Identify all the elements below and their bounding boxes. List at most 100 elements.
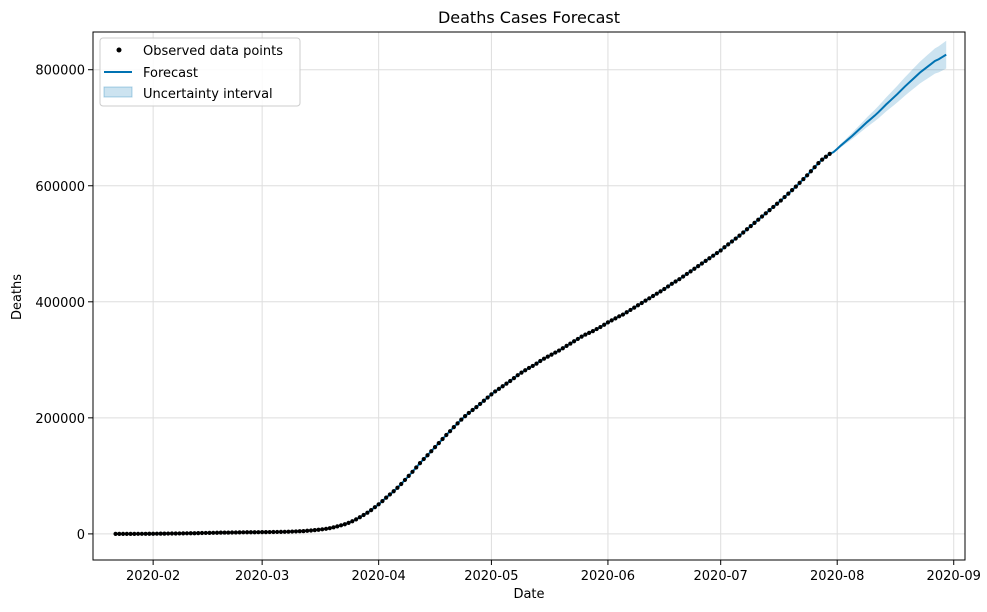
- observed-point: [778, 198, 783, 203]
- observed-point: [188, 531, 193, 536]
- y-tick-label: 400000: [35, 296, 85, 311]
- observed-point: [628, 307, 633, 313]
- observed-point: [440, 436, 445, 442]
- observed-point: [222, 530, 227, 535]
- observed-point: [278, 529, 284, 534]
- observed-point: [711, 253, 716, 258]
- observed-point: [665, 284, 671, 289]
- observed-point: [782, 194, 787, 200]
- observed-point: [132, 531, 137, 536]
- observed-point: [113, 531, 118, 536]
- observed-point: [688, 269, 693, 274]
- observed-point: [267, 529, 272, 535]
- observed-point: [786, 191, 791, 196]
- observed-point: [323, 526, 329, 531]
- observed-point: [192, 531, 197, 536]
- observed-point: [286, 529, 291, 534]
- observed-point: [500, 384, 505, 389]
- observed-point: [410, 469, 415, 474]
- observed-point: [429, 449, 434, 454]
- observed-point: [466, 410, 471, 416]
- observed-point: [305, 528, 310, 533]
- observed-point: [823, 154, 829, 159]
- observed-point: [308, 528, 314, 533]
- observed-point: [387, 492, 393, 497]
- observed-point: [120, 531, 126, 536]
- observed-point: [365, 510, 370, 515]
- observed-point: [669, 281, 674, 286]
- observed-point: [662, 286, 667, 292]
- observed-point: [718, 248, 723, 253]
- observed-point: [496, 386, 502, 391]
- observed-point: [508, 378, 513, 384]
- x-axis-ticks: 2020-02 2020-03 2020-04 2020-05 2020-06 2020-…: [126, 560, 981, 584]
- observed-point: [703, 258, 708, 263]
- observed-point: [376, 502, 381, 507]
- observed-point: [147, 531, 152, 536]
- observed-point: [331, 525, 336, 530]
- observed-point: [417, 461, 423, 466]
- observed-point: [519, 370, 524, 375]
- observed-point: [447, 429, 453, 434]
- observed-point: [767, 208, 772, 213]
- observed-point: [741, 230, 746, 235]
- observed-point: [827, 151, 832, 156]
- observed-point: [538, 358, 543, 364]
- observed-point: [485, 395, 490, 400]
- forecast-line: [115, 53, 947, 535]
- observed-point: [211, 530, 216, 535]
- observed-point: [237, 530, 242, 535]
- observed-point: [575, 336, 580, 342]
- observed-point: [128, 531, 133, 536]
- observed-point: [744, 227, 750, 232]
- observed-point: [523, 368, 528, 373]
- observed-point: [511, 376, 517, 381]
- observed-point: [342, 522, 347, 527]
- observed-point: [801, 176, 806, 182]
- observed-point: [177, 531, 182, 536]
- observed-point: [696, 264, 701, 269]
- grid-lines: [93, 32, 965, 560]
- observed-point: [154, 531, 159, 536]
- observed-point: [714, 250, 720, 256]
- observed-point: [583, 332, 588, 337]
- observed-point: [432, 445, 438, 450]
- observed-point: [541, 356, 547, 361]
- observed-point: [534, 361, 539, 366]
- observed-point: [560, 346, 565, 351]
- observed-point: [143, 531, 148, 536]
- observed-point: [737, 233, 742, 238]
- observed-point: [808, 169, 813, 174]
- observed-point: [654, 291, 659, 296]
- observed-point: [275, 529, 280, 535]
- observed-point: [229, 530, 235, 535]
- observed-point: [451, 425, 456, 430]
- observed-point: [136, 531, 141, 536]
- x-tick-label: 2020-09: [927, 569, 981, 584]
- observed-point: [609, 318, 614, 323]
- observed-point: [421, 456, 426, 462]
- y-tick-label: 600000: [35, 180, 85, 195]
- observed-point: [354, 517, 359, 522]
- observed-point: [553, 350, 558, 355]
- observed-point: [805, 173, 810, 178]
- observed-point: [173, 531, 178, 536]
- legend-observed-label: Observed data points: [143, 44, 283, 59]
- observed-point: [346, 520, 351, 525]
- observed-point: [335, 524, 340, 529]
- observed-point: [752, 220, 757, 225]
- observed-point: [316, 527, 321, 532]
- observed-point: [203, 530, 208, 536]
- observed-point: [455, 421, 460, 426]
- observed-point: [290, 529, 295, 534]
- observed-point: [635, 303, 641, 308]
- legend-forecast-label: Forecast: [143, 66, 198, 81]
- observed-point: [556, 348, 562, 353]
- observed-point: [759, 214, 765, 219]
- observed-point: [624, 310, 629, 315]
- observed-point: [820, 157, 825, 162]
- observed-point: [733, 236, 738, 241]
- observed-point: [617, 314, 622, 319]
- observed-points: [113, 151, 832, 536]
- observed-point: [568, 341, 573, 346]
